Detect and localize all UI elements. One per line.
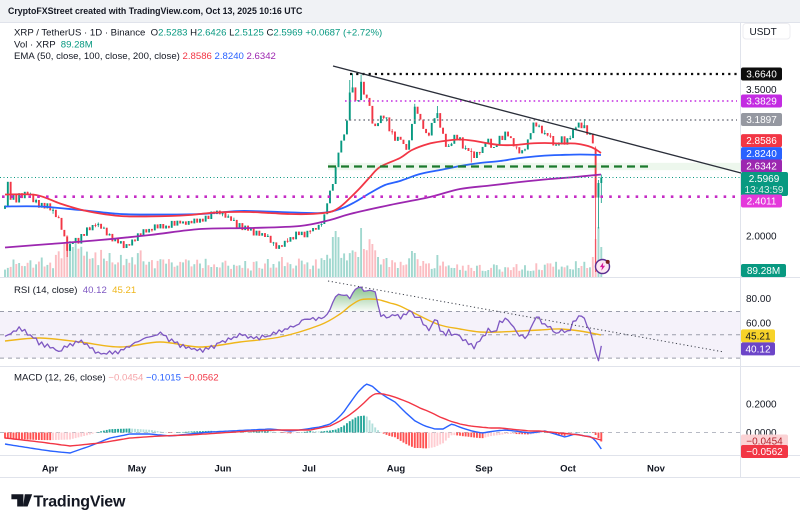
svg-text:Sep: Sep <box>475 464 493 475</box>
svg-text:Vol · XRP 89.28M: Vol · XRP 89.28M <box>14 39 93 50</box>
svg-text:3.1897: 3.1897 <box>746 115 777 126</box>
svg-text:2.6342: 2.6342 <box>746 162 777 173</box>
svg-text:89.28M: 89.28M <box>747 266 780 277</box>
svg-text:2.5969: 2.5969 <box>749 174 780 185</box>
svg-text:3.6640: 3.6640 <box>746 70 777 81</box>
svg-text:0.2000: 0.2000 <box>746 400 777 411</box>
svg-text:2.8240: 2.8240 <box>746 149 777 160</box>
svg-text:3.5000: 3.5000 <box>746 85 777 96</box>
svg-text:RSI (14, close) 40.12 45.21: RSI (14, close) 40.12 45.21 <box>14 285 136 296</box>
svg-text:60.00: 60.00 <box>746 318 771 329</box>
svg-text:45.21: 45.21 <box>745 331 770 342</box>
svg-text:Oct: Oct <box>560 464 577 475</box>
svg-text:0.0000: 0.0000 <box>746 428 777 439</box>
svg-text:TradingView: TradingView <box>34 494 127 511</box>
svg-text:2.0000: 2.0000 <box>746 232 777 243</box>
svg-text:Jun: Jun <box>215 464 232 475</box>
svg-text:XRP / TetherUS · 1D · Binance: XRP / TetherUS · 1D · Binance O2.5283 H2… <box>14 28 382 39</box>
svg-text:−0.0562: −0.0562 <box>746 447 783 458</box>
svg-text:2.8586: 2.8586 <box>746 136 777 147</box>
svg-text:Nov: Nov <box>647 464 666 475</box>
svg-text:USDT: USDT <box>750 27 777 38</box>
svg-text:Jul: Jul <box>302 464 316 475</box>
svg-text:MACD (12, 26, close) −0.0454 −: MACD (12, 26, close) −0.0454 −0.1015 −0.… <box>14 373 219 384</box>
svg-text:13:43:59: 13:43:59 <box>745 185 784 196</box>
svg-text:Aug: Aug <box>387 464 406 475</box>
svg-text:40.12: 40.12 <box>745 344 770 355</box>
svg-text:EMA (50, close, 100, close, 20: EMA (50, close, 100, close, 200, close) … <box>14 51 276 62</box>
svg-text:May: May <box>128 464 147 475</box>
svg-text:Apr: Apr <box>42 464 59 475</box>
svg-text:80.00: 80.00 <box>746 294 771 305</box>
svg-text:3.3829: 3.3829 <box>746 97 777 108</box>
svg-text:−0.0454: −0.0454 <box>746 437 783 448</box>
svg-text:CryptoFXStreet created with Tr: CryptoFXStreet created with TradingView.… <box>8 6 303 16</box>
svg-text:2.4011: 2.4011 <box>747 197 777 208</box>
